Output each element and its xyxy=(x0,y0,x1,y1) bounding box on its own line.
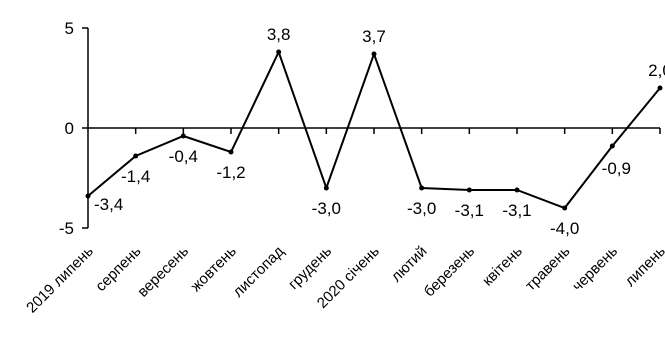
data-point xyxy=(514,187,520,193)
x-axis-ticks xyxy=(134,128,661,134)
data-point xyxy=(180,133,186,139)
y-axis-ticks: 5 0 -5 xyxy=(59,19,88,238)
data-label: 3,8 xyxy=(267,25,291,44)
category-label: листопад xyxy=(230,243,288,301)
y-tick-label: -5 xyxy=(59,219,74,238)
data-label: -1,2 xyxy=(216,163,245,182)
data-point xyxy=(371,51,377,57)
category-labels: 2019 липеньсерпеньвересеньжовтеньлистопа… xyxy=(23,243,665,317)
data-point xyxy=(466,187,472,193)
data-point xyxy=(562,205,568,211)
y-tick-label: 5 xyxy=(65,19,74,38)
category-label: 2019 липень xyxy=(23,243,97,317)
data-point xyxy=(85,193,91,199)
data-label: -3,0 xyxy=(312,199,341,218)
data-point xyxy=(609,143,615,149)
data-points xyxy=(85,49,663,211)
category-label: лютий xyxy=(388,243,431,286)
data-label: -3,1 xyxy=(502,201,531,220)
data-point xyxy=(323,185,329,191)
data-point xyxy=(228,149,234,155)
category-label: червень xyxy=(569,243,621,295)
data-label: -3,4 xyxy=(94,195,123,214)
data-label: -4,0 xyxy=(550,219,579,238)
data-point xyxy=(419,185,425,191)
data-label: -1,4 xyxy=(121,167,150,186)
category-label: травень xyxy=(522,243,574,295)
data-label: -3,1 xyxy=(455,201,484,220)
data-point xyxy=(276,49,282,55)
data-label: -0,4 xyxy=(169,147,198,166)
data-label: 2,0 xyxy=(648,61,665,80)
category-label: квітень xyxy=(479,243,526,290)
data-point xyxy=(657,85,663,91)
y-tick-label: 0 xyxy=(65,119,74,138)
data-label: -3,0 xyxy=(407,199,436,218)
category-label: липень xyxy=(622,243,665,290)
category-label: вересень xyxy=(134,243,192,301)
data-label: 3,7 xyxy=(362,27,386,46)
data-point xyxy=(133,153,139,159)
data-labels: -3,4 -1,4 -0,4 -1,2 3,8 -3,0 3,7 -3,0 -3,1 -3,1 -4… xyxy=(94,25,665,238)
category-label: березень xyxy=(421,243,479,301)
data-label: -0,9 xyxy=(602,159,631,178)
